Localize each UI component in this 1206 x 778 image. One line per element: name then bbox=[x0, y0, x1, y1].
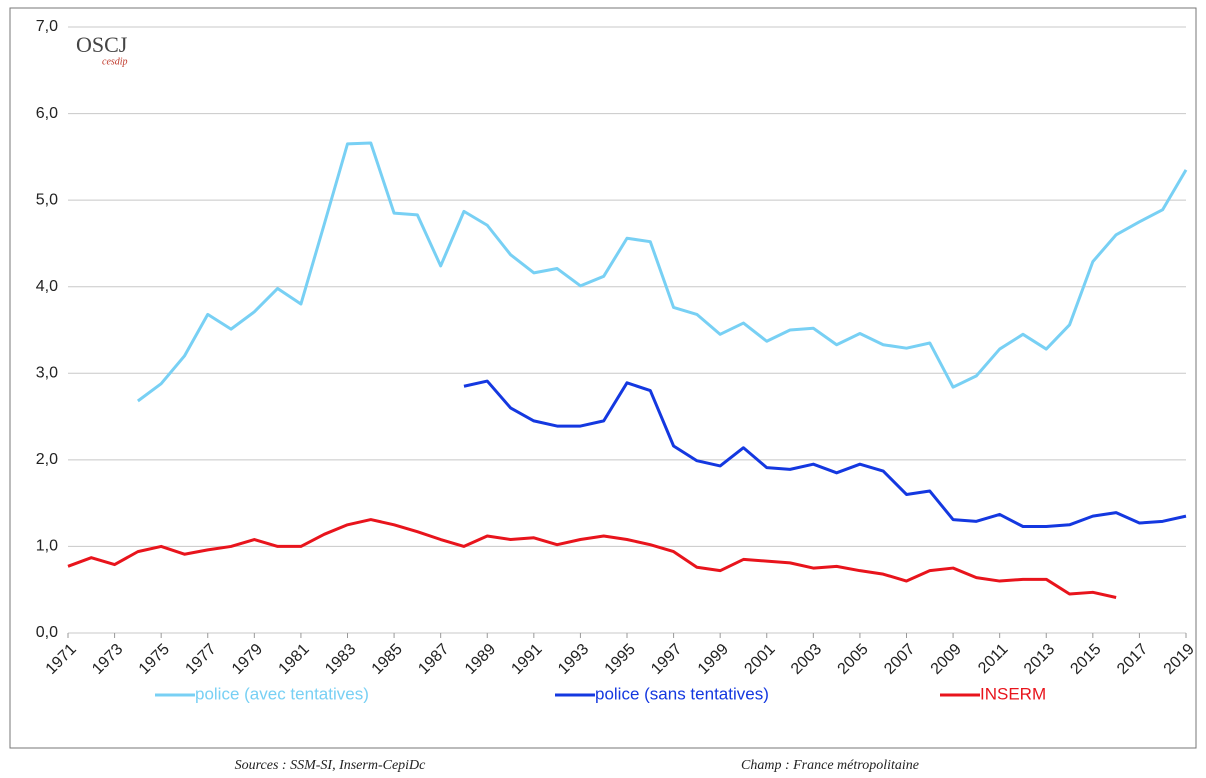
y-tick-label: 4,0 bbox=[36, 278, 58, 295]
y-tick-label: 1,0 bbox=[36, 538, 58, 555]
source: Sources : SSM-SI, Inserm-CepiDc bbox=[235, 758, 427, 773]
y-tick-label: 7,0 bbox=[36, 18, 58, 35]
x-tick-label: 2019 bbox=[1161, 641, 1198, 678]
y-tick-label: 6,0 bbox=[36, 105, 58, 122]
chart-frame bbox=[9, 7, 1197, 749]
series-line bbox=[463, 379, 1187, 529]
x-tick-label: 1973 bbox=[89, 641, 126, 678]
legend-label: police (sans tentatives) bbox=[595, 684, 769, 703]
x-tick-label: 1993 bbox=[555, 641, 592, 678]
y-tick-label: 0,0 bbox=[36, 624, 58, 641]
x-tick-label: 2013 bbox=[1021, 641, 1058, 678]
x-tick-label: 2003 bbox=[788, 641, 825, 678]
x-tick-label: 1995 bbox=[602, 641, 639, 678]
x-tick-label: 1977 bbox=[182, 641, 219, 678]
logo: OSCJ bbox=[76, 32, 128, 57]
x-tick-label: 2001 bbox=[741, 641, 778, 678]
x-tick-label: 1987 bbox=[415, 641, 452, 678]
x-tick-label: 2015 bbox=[1067, 641, 1104, 678]
x-tick-label: 1975 bbox=[136, 641, 173, 678]
x-tick-label: 1997 bbox=[648, 641, 685, 678]
x-tick-label: 1991 bbox=[508, 641, 545, 678]
legend-label: INSERM bbox=[980, 684, 1046, 703]
x-tick-label: 2005 bbox=[835, 641, 872, 678]
x-tick-label: 1989 bbox=[462, 641, 499, 678]
x-tick-label: 1983 bbox=[322, 641, 359, 678]
x-tick-label: 2011 bbox=[975, 641, 1011, 677]
y-tick-label: 2,0 bbox=[36, 451, 58, 468]
x-tick-label: 1985 bbox=[369, 641, 406, 678]
series-line bbox=[67, 518, 1117, 599]
legend-label: police (avec tentatives) bbox=[195, 684, 369, 703]
y-tick-label: 3,0 bbox=[36, 365, 58, 382]
x-tick-label: 1971 bbox=[43, 641, 80, 678]
x-tick-label: 1999 bbox=[695, 641, 732, 678]
x-tick-label: 1979 bbox=[229, 641, 266, 678]
scope: Champ : France métropolitaine bbox=[741, 758, 919, 773]
x-tick-label: 2017 bbox=[1114, 641, 1151, 678]
y-tick-label: 5,0 bbox=[36, 191, 58, 208]
x-tick-label: 2009 bbox=[928, 641, 965, 678]
x-tick-label: 2007 bbox=[881, 641, 918, 678]
logo-sub: cesdip bbox=[102, 56, 128, 67]
x-tick-label: 1981 bbox=[276, 641, 313, 678]
series-line bbox=[136, 141, 1188, 403]
